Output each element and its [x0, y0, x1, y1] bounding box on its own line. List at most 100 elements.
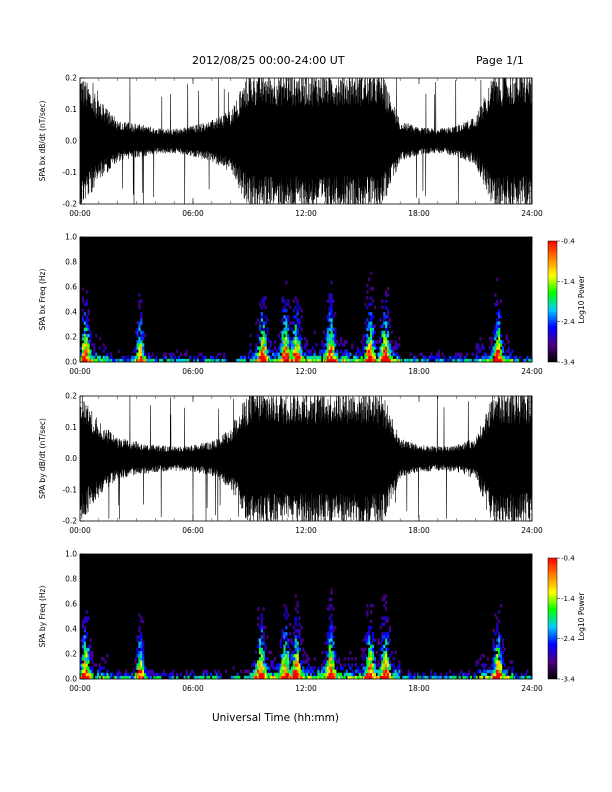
spectrogram-cell: [309, 666, 312, 670]
spectrogram-cell: [339, 349, 343, 353]
spectrogram-cell: [386, 632, 390, 636]
spectrogram-cell: [253, 660, 256, 664]
spectrogram-cell: [298, 663, 301, 667]
spectrogram-cell: [89, 669, 92, 674]
spectrogram-cell: [170, 358, 173, 363]
spectrogram-cell: [494, 352, 497, 357]
spectrogram-cell: [332, 650, 335, 655]
x-tick-label: 00:00: [69, 209, 91, 218]
y-tick-label: 0.1: [65, 105, 77, 114]
spectrogram-cell: [260, 330, 263, 335]
spectrogram-cell: [379, 666, 382, 670]
spectrogram-cell: [258, 625, 262, 630]
spectrogram-cell: [458, 352, 461, 357]
spectrogram-cell: [370, 355, 373, 360]
spectrogram-cell: [147, 352, 150, 357]
spectrogram-cell: [289, 349, 292, 353]
spectrogram-cell: [390, 675, 393, 680]
spectrogram-cell: [366, 669, 369, 674]
spectrogram-cell: [484, 675, 488, 680]
spectrogram-cell: [281, 663, 284, 667]
spectrogram-cell: [262, 672, 265, 677]
spectrogram-cell: [518, 355, 521, 360]
spectrogram-cell: [383, 604, 386, 608]
spectrogram-cell: [366, 324, 369, 328]
spectrogram-cell: [368, 672, 371, 677]
spectrogram-cell: [371, 644, 375, 649]
spectrogram-cell: [462, 672, 465, 677]
spectrogram-cell: [262, 669, 265, 674]
spectrogram-cell: [81, 647, 85, 652]
spectrogram-cell: [505, 355, 508, 360]
spectrogram-cell: [211, 358, 215, 363]
spectrogram-cell: [330, 324, 333, 328]
spectrogram-cell: [80, 675, 83, 680]
spectrogram-cell: [379, 669, 382, 674]
spectrogram-cell: [140, 657, 143, 661]
spectrogram-cell: [330, 604, 333, 608]
spectrogram-cell: [330, 635, 333, 639]
spectrogram-cell: [200, 358, 203, 363]
spectrogram-cell: [130, 672, 134, 677]
spectrogram-cell: [255, 321, 258, 325]
spectrogram-cell: [257, 352, 260, 357]
spectrogram-cell: [492, 337, 495, 341]
spectrogram-cell: [362, 663, 365, 667]
spectrogram-cell: [87, 312, 90, 316]
spectrogram-cell: [498, 343, 501, 347]
spectrogram-cell: [322, 330, 326, 335]
spectrogram-cell: [110, 355, 113, 360]
spectrogram-cell: [328, 318, 331, 322]
spectrogram-cell: [496, 343, 499, 347]
spectrogram-cell: [145, 672, 149, 677]
spectrogram-cell: [411, 675, 414, 680]
spectrogram-cell: [91, 672, 94, 677]
spectrogram-cell: [283, 305, 286, 310]
spectrogram-cell: [494, 302, 497, 307]
spectrogram-cell: [110, 675, 113, 680]
spectrogram-cell: [304, 650, 307, 655]
spectrogram-cell: [292, 352, 295, 357]
spectrogram-cell: [385, 669, 388, 674]
spectrogram-cell: [287, 641, 290, 645]
spectrogram-cell: [121, 358, 124, 363]
spectrogram-cell: [140, 333, 143, 338]
spectrogram-cell: [326, 641, 329, 645]
spectrogram-cell: [381, 299, 384, 303]
spectrogram-cell: [496, 672, 499, 677]
spectrogram-cell: [326, 337, 329, 341]
colorbar-title: Log10 Power: [577, 275, 586, 324]
spectrogram-cell: [385, 619, 388, 624]
spectrogram-cell: [296, 672, 299, 677]
spectrogram-cell: [253, 669, 256, 674]
spectrogram-cell: [285, 654, 288, 658]
spectrogram-cell: [341, 343, 344, 347]
spectrogram-cell: [198, 352, 201, 357]
spectrogram-cell: [371, 604, 375, 608]
spectrogram-cell: [328, 663, 331, 667]
spectrogram-cell: [306, 355, 309, 360]
spectrogram-cell: [490, 358, 493, 363]
spectrogram-cell: [251, 355, 254, 360]
spectrogram-cell: [93, 663, 96, 667]
spectrogram-cell: [390, 330, 393, 335]
spectrogram-cell: [385, 337, 388, 341]
spectrogram-cell: [253, 358, 256, 363]
spectrogram-cell: [475, 663, 478, 667]
spectrogram-cell: [304, 672, 307, 677]
spectrogram-cell: [266, 675, 269, 680]
x-tick-label: 06:00: [182, 684, 204, 693]
spectrogram-cell: [501, 657, 505, 661]
spectrogram-cell: [324, 666, 328, 670]
spectrogram-cell: [477, 669, 480, 674]
spectrogram-cell: [81, 299, 85, 303]
spectrogram-cell: [451, 358, 454, 363]
spectrogram-cell: [219, 672, 222, 677]
spectrogram-cell: [328, 604, 331, 608]
spectrogram-cell: [89, 672, 92, 677]
spectrogram-cell: [322, 358, 326, 363]
spectrogram-cell: [435, 675, 439, 680]
spectrogram-cell: [296, 308, 299, 313]
spectrogram-cell: [330, 327, 333, 332]
spectrogram-cell: [80, 660, 83, 664]
